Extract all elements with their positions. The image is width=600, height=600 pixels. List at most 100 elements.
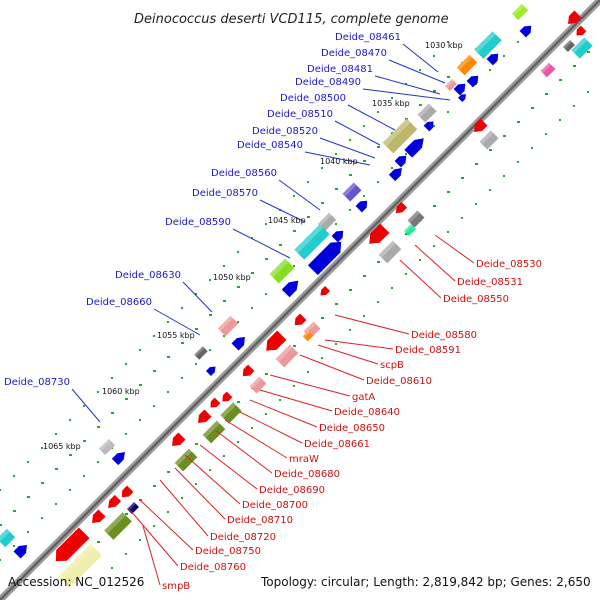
scale-dot [391, 97, 393, 99]
leader-line [317, 344, 379, 365]
scale-dot [265, 373, 268, 375]
scale-dot [83, 475, 85, 477]
scale-dot [419, 69, 421, 71]
scale-dot [391, 287, 393, 289]
scale-dot [0, 559, 1, 561]
scale-dot [433, 125, 435, 127]
scale-dot [237, 251, 239, 253]
gene-label-reverse: Deide_08580 [411, 330, 477, 341]
gene-label-forward: Deide_08481 [307, 64, 373, 75]
scale-dot [13, 510, 16, 512]
gene-reverse-block [174, 448, 198, 472]
accession-text: Accession: NC_012526 [8, 575, 144, 589]
gene-reverse-arrow [568, 10, 582, 24]
scale-dot [503, 55, 505, 57]
scale-dot [265, 413, 267, 415]
scale-dot [293, 385, 295, 387]
gene-forward-arrow [404, 138, 424, 158]
scale-dot [433, 205, 436, 207]
gene-label-reverse: Deide_08530 [476, 259, 542, 270]
leader-line [232, 228, 291, 259]
gene-forward-block [456, 54, 478, 76]
gene-reverse-block [302, 330, 314, 342]
gene-forward-block [194, 346, 208, 360]
leader-line [184, 454, 241, 505]
gene-forward-block [417, 103, 437, 123]
scale-dot [363, 125, 365, 127]
scale-dot [307, 181, 309, 183]
gene-forward-arrow [453, 83, 466, 96]
scale-dot [153, 405, 155, 407]
scale-dot [55, 468, 58, 470]
scale-dot [279, 244, 282, 246]
scale-dot [433, 245, 435, 247]
scale-dot [517, 121, 520, 123]
gene-label-forward: Deide_08570 [192, 188, 258, 199]
gene-forward-arrow [519, 25, 532, 38]
scale-dot [139, 349, 141, 351]
scale-dot [265, 293, 267, 295]
scale-dot [139, 384, 142, 386]
scale-dot [447, 231, 449, 233]
scale-dot [139, 419, 141, 421]
gene-reverse-block [571, 37, 593, 59]
tick-label: 1050 kbp [213, 273, 251, 282]
tick-label: 1060 kbp [102, 387, 140, 396]
gene-forward-arrow [231, 337, 245, 351]
scale-dot [531, 107, 534, 109]
scale-dot [223, 265, 225, 267]
scale-dot [111, 412, 114, 414]
scale-dot [209, 469, 211, 471]
gene-label-reverse: Deide_08661 [304, 439, 370, 450]
gene-forward-block [294, 224, 330, 260]
gene-label-reverse: Deide_08591 [395, 345, 461, 356]
scale-dot [195, 363, 197, 365]
gene-reverse-arrow [369, 223, 390, 244]
scale-dot [209, 279, 211, 281]
scale-dot [419, 259, 421, 261]
scale-dot [181, 377, 183, 379]
gene-reverse-arrow [172, 432, 186, 446]
scale-dot [545, 133, 547, 135]
gene-label-forward: Deide_08540 [237, 140, 303, 151]
genome-summary-text: Topology: circular; Length: 2,819,842 bp… [260, 575, 591, 589]
gene-reverse-arrow [266, 330, 287, 351]
leader-line [402, 43, 439, 73]
gene-reverse-block [407, 210, 425, 228]
scale-dot [111, 377, 113, 379]
gene-reverse-arrow [92, 509, 106, 523]
scale-dot [587, 91, 589, 93]
gene-forward-arrow [355, 200, 368, 213]
gene-label-forward: Deide_08500 [280, 93, 346, 104]
scale-dot [321, 202, 324, 204]
scale-dot [55, 433, 57, 435]
gene-forward-block [342, 182, 362, 202]
scale-dot [363, 315, 365, 317]
scale-dot [237, 321, 239, 323]
scale-dot [503, 175, 505, 177]
scale-dot [377, 301, 379, 303]
leader-line [71, 388, 101, 423]
gene-label-reverse: Deide_08640 [334, 407, 400, 418]
leader-line [374, 75, 441, 95]
scale-dot [125, 553, 127, 555]
leader-line [153, 308, 201, 336]
scale-dot [251, 237, 253, 239]
gene-label-reverse: Deide_08750 [195, 546, 261, 557]
gene-label-forward: Deide_08630 [115, 270, 181, 281]
tick-label: 1040 kbp [320, 157, 358, 166]
gene-reverse-block [202, 420, 226, 444]
scale-dot [125, 513, 128, 515]
leader-line [399, 259, 442, 299]
gene-forward-block [269, 258, 295, 284]
tick-label: 1035 kbp [372, 99, 410, 108]
leader-line [249, 399, 318, 428]
gene-label-reverse: Deide_08760 [180, 562, 246, 573]
scale-dot [97, 391, 99, 393]
leader-line [239, 411, 303, 444]
leader-line [319, 137, 376, 159]
leader-line [139, 499, 194, 551]
scale-dot [153, 335, 155, 337]
gene-forward-block [0, 528, 16, 548]
